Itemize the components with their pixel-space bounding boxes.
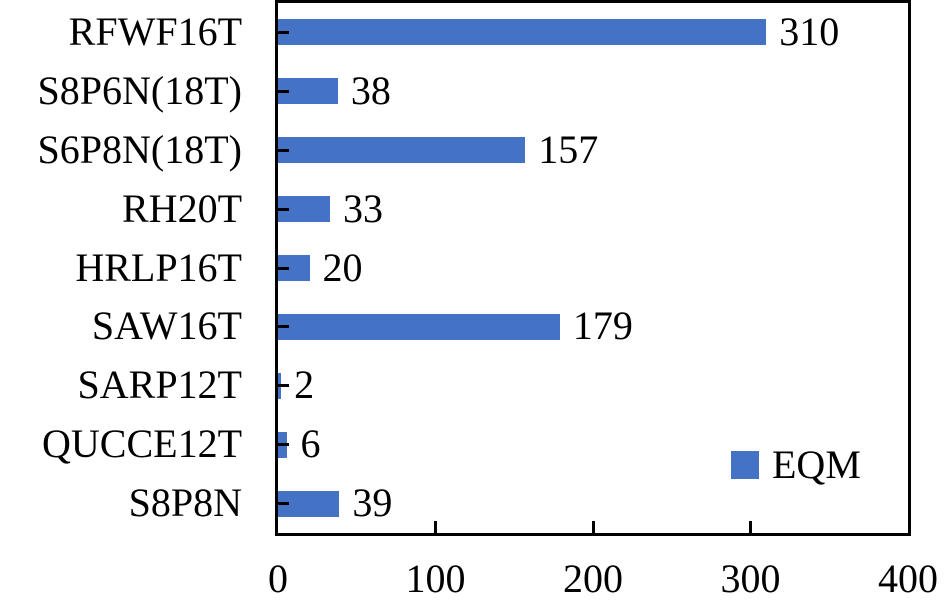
bar — [278, 19, 767, 46]
x-tick — [591, 521, 595, 533]
legend-label: EQM — [772, 442, 861, 487]
value-label: 20 — [322, 244, 363, 290]
y-tick — [278, 30, 289, 34]
value-label: 6 — [300, 421, 321, 467]
category-label: SAW16T — [91, 303, 242, 349]
y-tick — [278, 207, 289, 211]
legend: EQM — [731, 445, 861, 485]
category-label: RH20T — [122, 185, 242, 231]
y-tick — [278, 443, 289, 447]
plot-frame — [275, 0, 911, 536]
x-axis-tick-label: 0 — [268, 556, 288, 601]
y-tick — [278, 502, 289, 506]
x-axis-tick-label: 400 — [878, 556, 938, 601]
value-label: 179 — [572, 303, 633, 349]
plot-area: 310 38 157 33 20 179 2 6 39 — [278, 3, 908, 533]
category-label: S6P8N(18T) — [37, 126, 242, 172]
y-tick — [278, 384, 289, 388]
x-axis-tick-label: 100 — [405, 556, 466, 601]
category-label: HRLP16T — [75, 244, 242, 290]
value-label: 33 — [342, 185, 383, 231]
y-tick — [278, 148, 289, 152]
y-tick — [278, 266, 289, 270]
value-label: 157 — [538, 126, 599, 172]
legend-swatch-icon — [731, 451, 759, 479]
bar — [278, 313, 560, 340]
x-axis-tick-label: 200 — [563, 556, 623, 601]
y-tick — [278, 89, 289, 93]
x-axis-tick-label: 300 — [720, 556, 781, 601]
x-tick — [434, 521, 437, 533]
value-label: 38 — [350, 67, 391, 113]
value-label: 310 — [779, 8, 840, 54]
value-label: 39 — [352, 480, 393, 526]
category-label: SARP12T — [77, 362, 243, 408]
y-tick — [278, 325, 289, 329]
category-label: RFWF16T — [68, 8, 242, 54]
x-tick — [749, 521, 752, 533]
category-label: QUCCE12T — [42, 421, 242, 467]
category-label: S8P8N — [128, 480, 242, 526]
bar — [278, 137, 526, 164]
value-label: 2 — [294, 362, 315, 408]
category-label: S8P6N(18T) — [37, 67, 242, 113]
